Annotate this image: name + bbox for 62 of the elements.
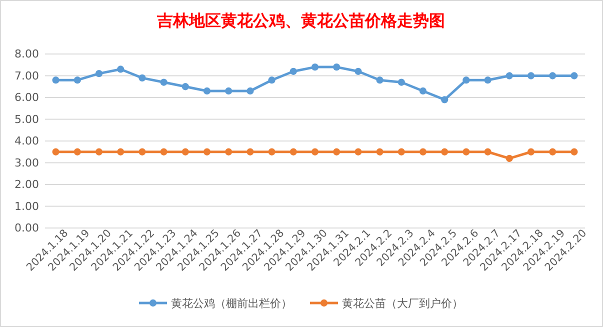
point <box>268 148 276 156</box>
point <box>333 148 340 156</box>
y-tick-label: 7.00 <box>14 69 39 82</box>
y-tick-label: 6.00 <box>14 91 39 104</box>
point <box>203 148 211 156</box>
point <box>182 148 189 156</box>
point <box>52 76 60 84</box>
point <box>398 78 405 86</box>
point <box>160 78 168 86</box>
point <box>527 72 535 80</box>
point <box>311 148 319 156</box>
point <box>462 76 470 84</box>
point <box>398 148 405 156</box>
point <box>419 148 427 156</box>
legend-label: 黄花公鸡（棚前出栏价） <box>171 296 292 310</box>
point <box>95 148 103 156</box>
point <box>549 148 556 156</box>
point <box>549 72 556 80</box>
point <box>527 148 535 156</box>
y-tick-label: 1.00 <box>14 200 39 213</box>
point <box>138 74 146 82</box>
point <box>333 63 340 71</box>
point <box>570 72 578 80</box>
y-tick-label: 4.00 <box>14 134 39 148</box>
point <box>268 76 276 84</box>
point <box>441 96 448 104</box>
point <box>225 87 232 95</box>
point <box>484 76 492 84</box>
point <box>376 148 384 156</box>
point <box>138 148 146 156</box>
legend-label: 黄花公苗（大厂到户价） <box>342 296 463 310</box>
point <box>441 148 448 156</box>
point <box>462 148 470 156</box>
point <box>419 87 427 95</box>
point <box>246 87 254 95</box>
point <box>160 148 168 156</box>
y-tick-label: 2.00 <box>14 178 39 192</box>
point <box>570 148 578 156</box>
point <box>311 63 319 71</box>
y-tick-label: 5.00 <box>14 112 39 126</box>
point <box>203 87 211 95</box>
point <box>225 148 232 156</box>
y-tick-label: 8.00 <box>14 48 39 61</box>
point <box>117 148 124 156</box>
y-tick-label: 0.00 <box>14 222 39 235</box>
point <box>354 68 362 75</box>
point <box>52 148 60 156</box>
point <box>290 148 297 156</box>
point <box>484 148 492 156</box>
point <box>74 76 81 84</box>
point <box>290 68 297 75</box>
point <box>182 83 189 90</box>
y-tick-label: 3.00 <box>14 156 39 170</box>
point <box>506 154 513 162</box>
point <box>117 66 124 73</box>
point <box>246 148 254 156</box>
point <box>376 76 384 84</box>
chart-title: 吉林地区黄花公鸡、黄花公苗价格走势图 <box>156 11 445 30</box>
point <box>354 148 362 156</box>
point <box>506 72 513 80</box>
point <box>74 148 81 156</box>
point <box>95 70 103 78</box>
